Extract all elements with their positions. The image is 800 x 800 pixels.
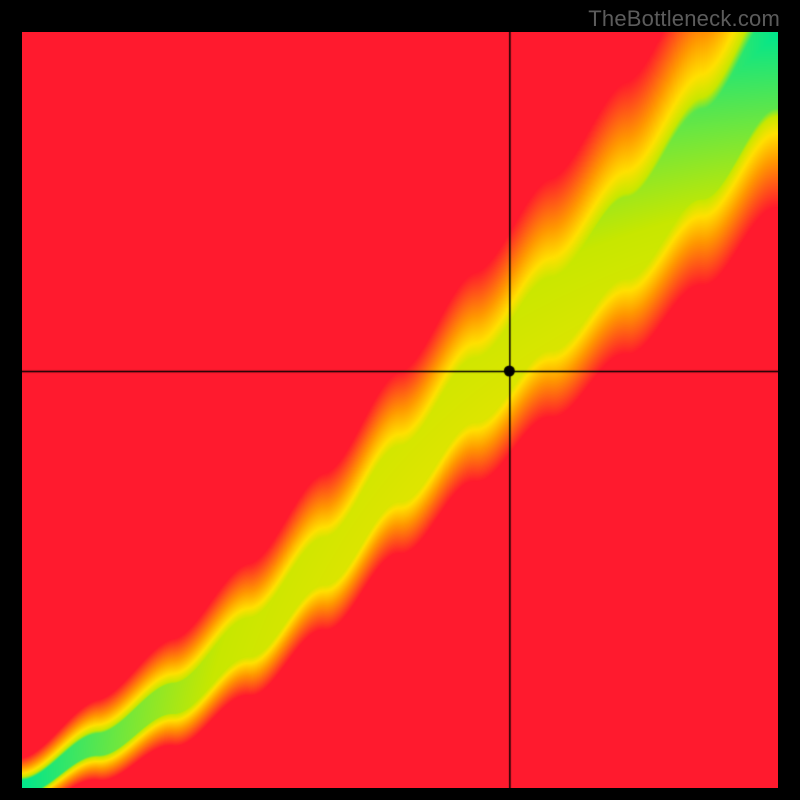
chart-container: TheBottleneck.com [0, 0, 800, 800]
bottleneck-heatmap [22, 32, 778, 788]
watermark-label: TheBottleneck.com [588, 6, 780, 32]
